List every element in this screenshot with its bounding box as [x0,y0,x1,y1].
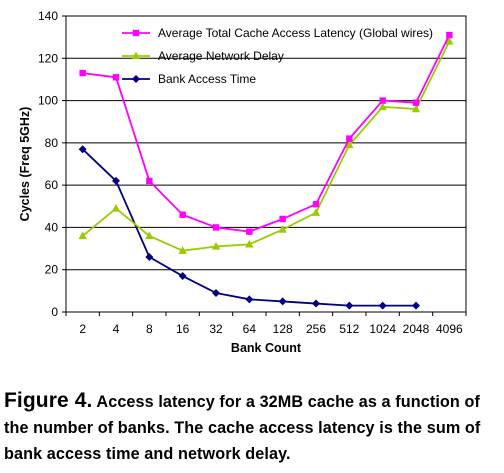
x-tick-label: 64 [243,322,257,336]
y-tick-label: 120 [38,51,58,65]
y-tick-label: 60 [45,178,59,192]
x-axis-title: Bank Count [231,341,302,355]
data-point [312,200,320,208]
x-tick-label: 128 [273,322,293,336]
data-point [278,225,287,233]
data-point [378,102,387,111]
data-point [379,97,386,104]
legend-label: Average Network Delay [158,49,284,63]
series [78,145,420,310]
data-point [179,211,186,218]
y-tick-label: 20 [45,263,59,277]
data-point [178,272,187,281]
data-point [245,239,254,248]
x-axis-ticks: 2 4 8 16 32 64 128 256 512 1024 2048 4096 [65,312,467,336]
y-tick-label: 140 [38,9,58,23]
data-point [78,231,87,240]
data-point [78,145,87,154]
data-point [311,208,321,216]
data-point [178,246,187,254]
x-tick-label: 2048 [403,322,430,336]
legend-marker [131,51,141,60]
data-point [112,74,120,81]
x-tick-label: 32 [209,322,223,336]
series-group [78,31,454,310]
y-axis-title: Cycles (Freq 5GHz) [18,107,32,222]
data-point [378,301,387,310]
data-point [246,228,253,235]
legend-label: Bank Access Time [158,72,256,86]
data-point [245,295,254,304]
x-tick-label: 256 [306,322,326,336]
data-point [411,104,421,113]
x-tick-label: 16 [176,322,190,336]
y-tick-label: 40 [45,220,59,234]
data-point [445,36,454,45]
data-point [145,231,154,240]
series [78,36,454,254]
x-tick-label: 4096 [436,322,463,336]
data-point [278,297,287,306]
data-point [312,299,320,308]
data-point [212,288,220,297]
series-line [82,34,451,233]
legend-marker [132,29,140,37]
x-tick-label: 8 [146,322,153,336]
y-tick-label: 0 [51,305,58,319]
caption-text: Access latency for a 32MB cache as a fun… [4,393,481,463]
legend: Average Total Cache Access Latency (Glob… [122,26,433,86]
data-point [412,301,420,310]
data-point [145,253,154,262]
data-point [446,31,453,39]
data-point [211,241,221,250]
data-point [412,99,420,106]
y-tick-label: 80 [45,136,59,150]
series-line [82,40,451,252]
legend-item: Average Total Cache Access Latency (Glob… [122,26,433,40]
legend-item: Bank Access Time [122,72,256,86]
y-tick-label: 100 [38,94,58,108]
data-point [111,203,121,212]
x-tick-label: 1024 [369,322,396,336]
legend-label: Average Total Cache Access Latency (Glob… [158,26,433,40]
y-axis-ticks: 0 20 40 60 80 100 120 140 [38,9,66,319]
figure-caption: Figure 4. Access latency for a 32MB cach… [4,388,500,467]
data-point [212,224,220,231]
data-point [79,69,86,77]
data-point [345,301,354,310]
legend-item: Average Network Delay [122,49,284,63]
series [79,31,453,235]
x-tick-label: 2 [79,322,86,336]
x-tick-label: 4 [113,322,120,336]
data-point [346,135,353,142]
data-point [345,140,354,149]
data-point [112,176,120,185]
x-tick-label: 512 [339,322,359,336]
figure-label: Figure 4. [4,389,93,412]
gridlines [66,57,466,271]
line-chart: 0 20 40 60 80 100 120 140 2 4 8 16 32 64 128 256 512 102… [18,9,467,355]
legend-marker [132,75,140,83]
data-point [279,215,286,223]
data-point [146,177,153,185]
